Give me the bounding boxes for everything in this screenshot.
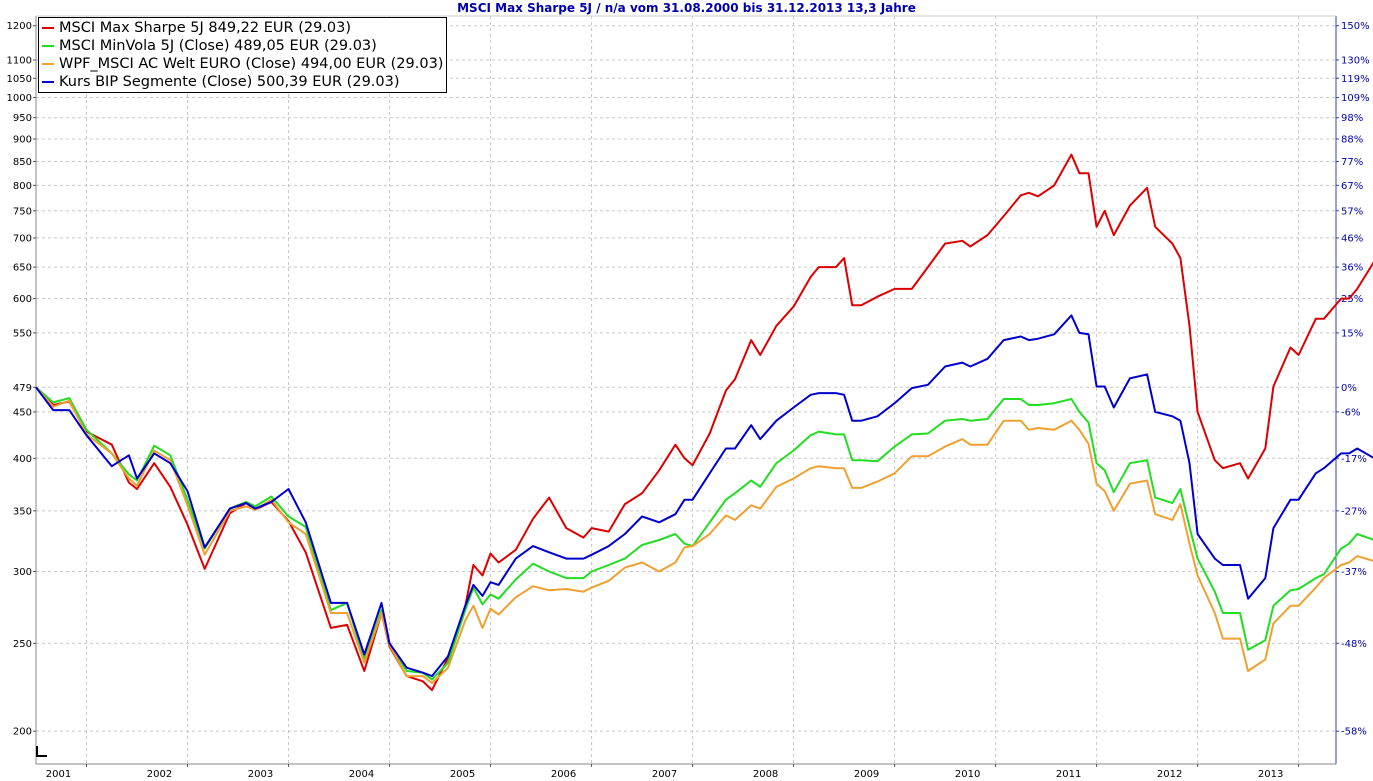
y-tick-label-right: 0% — [1341, 383, 1357, 394]
x-tick-label: 2006 — [551, 769, 576, 780]
y-tick-label-left: 450 — [13, 407, 32, 418]
corner-marker-icon — [36, 746, 47, 757]
legend-label: WPF_MSCI AC Welt EURO (Close) 494,00 EUR… — [59, 56, 444, 72]
series-line-2 — [35, 386, 1373, 685]
x-tick-label: 2003 — [248, 769, 273, 780]
y-tick-label-right: 46% — [1341, 233, 1363, 244]
chart-title: MSCI Max Sharpe 5J / n/a vom 31.08.2000 … — [457, 1, 916, 15]
y-tick-label-left: 900 — [13, 134, 32, 145]
x-tick-label: 2009 — [854, 769, 879, 780]
legend-label: MSCI MinVola 5J (Close) 489,05 EUR (29.0… — [59, 38, 377, 54]
y-tick-label-left: 600 — [13, 294, 32, 305]
legend-item-minvola: MSCI MinVola 5J (Close) 489,05 EUR (29.0… — [42, 37, 443, 55]
legend-label: Kurs BIP Segmente (Close) 500,39 EUR (29… — [59, 74, 400, 90]
y-tick-label-right: -58% — [1341, 727, 1367, 738]
series-line-1 — [35, 386, 1373, 681]
x-tick-label: 2008 — [753, 769, 778, 780]
legend-swatch — [42, 45, 54, 47]
y-tick-label-right: 25% — [1341, 294, 1363, 305]
y-tick-label-right: -6% — [1341, 407, 1360, 418]
y-tick-label-left: 200 — [13, 727, 32, 738]
y-tick-label-right: -27% — [1341, 506, 1367, 517]
x-tick-label: 2001 — [46, 769, 71, 780]
y-tick-label-left: 850 — [13, 157, 32, 168]
y-tick-label-right: 36% — [1341, 263, 1363, 274]
y-tick-label-right: 67% — [1341, 181, 1363, 192]
y-tick-label-left: 300 — [13, 567, 32, 578]
y-tick-label-right: 109% — [1341, 93, 1370, 104]
legend-item-max-sharpe: MSCI Max Sharpe 5J 849,22 EUR (29.03) — [42, 19, 443, 37]
y-tick-label-left: 1000 — [7, 93, 32, 104]
legend-swatch — [42, 63, 54, 65]
y-tick-label-right: -48% — [1341, 639, 1367, 650]
series-line-0 — [35, 153, 1373, 692]
y-tick-label-right: 88% — [1341, 134, 1363, 145]
y-tick-label-right: -37% — [1341, 567, 1367, 578]
y-tick-label-left: 950 — [13, 113, 32, 124]
legend-item-msci-ac-welt: WPF_MSCI AC Welt EURO (Close) 494,00 EUR… — [42, 55, 443, 73]
legend-item-bip-segmente: Kurs BIP Segmente (Close) 500,39 EUR (29… — [42, 73, 443, 91]
y-tick-label-left: 250 — [13, 639, 32, 650]
x-tick-label: 2007 — [652, 769, 677, 780]
y-tick-label-right: 77% — [1341, 157, 1363, 168]
legend-swatch — [42, 81, 54, 83]
y-tick-label-right: 119% — [1341, 74, 1370, 85]
y-tick-label-left: 479 — [13, 383, 32, 394]
y-tick-label-left: 750 — [13, 206, 32, 217]
y-tick-label-right: 150% — [1341, 21, 1370, 32]
legend-label: MSCI Max Sharpe 5J 849,22 EUR (29.03) — [59, 20, 352, 36]
x-tick-label: 2002 — [147, 769, 172, 780]
y-tick-label-left: 700 — [13, 233, 32, 244]
y-tick-label-left: 1050 — [7, 74, 32, 85]
x-tick-label: 2012 — [1157, 769, 1182, 780]
y-tick-label-right: 98% — [1341, 113, 1363, 124]
y-tick-label-right: 57% — [1341, 206, 1363, 217]
y-tick-label-right: -17% — [1341, 454, 1367, 465]
x-tick-label: 2010 — [955, 769, 980, 780]
x-tick-label: 2005 — [450, 769, 475, 780]
series-line-3 — [35, 314, 1373, 678]
y-tick-label-left: 1200 — [7, 21, 32, 32]
y-tick-label-left: 650 — [13, 263, 32, 274]
y-tick-label-left: 550 — [13, 328, 32, 339]
y-tick-label-left: 400 — [13, 454, 32, 465]
legend: MSCI Max Sharpe 5J 849,22 EUR (29.03) MS… — [38, 17, 448, 93]
x-tick-label: 2004 — [349, 769, 374, 780]
legend-swatch — [42, 27, 54, 29]
x-tick-label: 2011 — [1056, 769, 1081, 780]
y-tick-label-left: 350 — [13, 506, 32, 517]
x-tick-label: 2013 — [1258, 769, 1283, 780]
y-tick-label-left: 1100 — [7, 55, 32, 66]
y-tick-label-right: 130% — [1341, 55, 1370, 66]
y-tick-label-left: 800 — [13, 181, 32, 192]
y-tick-label-right: 15% — [1341, 328, 1363, 339]
